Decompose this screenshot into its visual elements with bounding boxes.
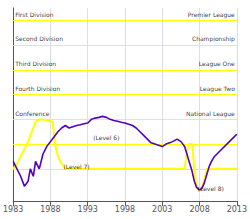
svg-text:2008: 2008 — [189, 205, 209, 214]
svg-text:1983: 1983 — [3, 205, 23, 214]
svg-text:(Level 7): (Level 7) — [63, 163, 89, 170]
svg-text:2003: 2003 — [152, 205, 172, 214]
svg-text:Fourth Division: Fourth Division — [15, 85, 60, 92]
svg-text:1998: 1998 — [115, 205, 135, 214]
svg-text:League Two: League Two — [200, 85, 235, 93]
svg-text:Championship: Championship — [192, 35, 235, 43]
svg-text:(Level 8): (Level 8) — [198, 185, 224, 192]
svg-text:Second Division: Second Division — [15, 35, 63, 42]
svg-text:(Level 6): (Level 6) — [93, 134, 119, 141]
svg-text:First Division: First Division — [15, 11, 54, 18]
svg-text:1993: 1993 — [78, 205, 98, 214]
svg-text:2013: 2013 — [227, 205, 247, 214]
svg-text:1988: 1988 — [40, 205, 60, 214]
svg-text:Third Division: Third Division — [14, 60, 56, 67]
svg-text:Premier League: Premier League — [188, 11, 235, 19]
svg-text:National League: National League — [186, 110, 235, 118]
svg-text:Conference: Conference — [15, 110, 50, 117]
svg-text:League One: League One — [199, 60, 235, 68]
